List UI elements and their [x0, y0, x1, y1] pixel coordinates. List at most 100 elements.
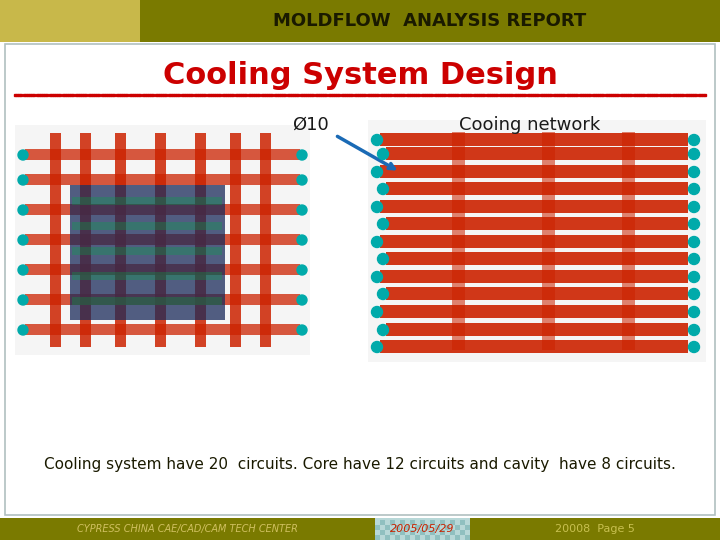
Circle shape	[372, 134, 382, 145]
Text: 2005/05/29: 2005/05/29	[390, 524, 454, 534]
FancyBboxPatch shape	[140, 0, 720, 42]
FancyBboxPatch shape	[470, 518, 720, 540]
Circle shape	[688, 253, 700, 265]
Circle shape	[688, 148, 700, 159]
FancyBboxPatch shape	[405, 535, 410, 540]
Text: INDUSTRIES: INDUSTRIES	[52, 22, 98, 30]
FancyBboxPatch shape	[72, 222, 222, 230]
FancyBboxPatch shape	[380, 200, 688, 213]
Circle shape	[688, 201, 700, 213]
Circle shape	[688, 307, 700, 318]
Text: Cooling system have 20  circuits. Core have 12 circuits and cavity  have 8 circu: Cooling system have 20 circuits. Core ha…	[44, 457, 676, 472]
FancyBboxPatch shape	[380, 305, 688, 318]
FancyBboxPatch shape	[15, 125, 310, 355]
FancyBboxPatch shape	[386, 252, 688, 265]
FancyBboxPatch shape	[115, 133, 126, 347]
Circle shape	[377, 148, 389, 159]
FancyBboxPatch shape	[415, 525, 420, 530]
Circle shape	[18, 295, 28, 305]
FancyBboxPatch shape	[386, 217, 688, 230]
Text: CYPRESS CHINA CAE/CAD/CAM TECH CENTER: CYPRESS CHINA CAE/CAD/CAM TECH CENTER	[76, 524, 297, 534]
Circle shape	[297, 175, 307, 185]
Circle shape	[372, 237, 382, 247]
FancyBboxPatch shape	[230, 133, 241, 347]
FancyBboxPatch shape	[195, 133, 206, 347]
FancyBboxPatch shape	[375, 518, 470, 540]
Circle shape	[688, 288, 700, 300]
FancyBboxPatch shape	[445, 535, 450, 540]
Circle shape	[297, 235, 307, 245]
FancyBboxPatch shape	[450, 530, 455, 535]
FancyBboxPatch shape	[440, 520, 445, 525]
FancyBboxPatch shape	[380, 520, 385, 525]
FancyBboxPatch shape	[368, 120, 706, 362]
FancyBboxPatch shape	[390, 520, 395, 525]
FancyBboxPatch shape	[375, 525, 380, 530]
FancyBboxPatch shape	[25, 204, 300, 215]
FancyBboxPatch shape	[430, 530, 435, 535]
Circle shape	[18, 235, 28, 245]
Circle shape	[18, 205, 28, 215]
Circle shape	[377, 219, 389, 230]
FancyBboxPatch shape	[155, 133, 166, 347]
FancyBboxPatch shape	[622, 132, 635, 350]
Circle shape	[688, 134, 700, 145]
Circle shape	[377, 325, 389, 335]
FancyBboxPatch shape	[380, 270, 688, 283]
FancyBboxPatch shape	[415, 535, 420, 540]
FancyBboxPatch shape	[386, 182, 688, 195]
FancyBboxPatch shape	[25, 174, 300, 185]
FancyBboxPatch shape	[0, 518, 375, 540]
FancyBboxPatch shape	[452, 132, 465, 350]
Circle shape	[372, 307, 382, 318]
FancyBboxPatch shape	[395, 535, 400, 540]
Circle shape	[372, 166, 382, 178]
FancyBboxPatch shape	[80, 133, 91, 347]
FancyBboxPatch shape	[260, 133, 271, 347]
Circle shape	[372, 341, 382, 353]
Circle shape	[297, 150, 307, 160]
FancyBboxPatch shape	[385, 535, 390, 540]
FancyBboxPatch shape	[435, 535, 440, 540]
FancyBboxPatch shape	[465, 535, 470, 540]
FancyBboxPatch shape	[375, 535, 380, 540]
Circle shape	[297, 295, 307, 305]
FancyBboxPatch shape	[435, 525, 440, 530]
FancyBboxPatch shape	[430, 520, 435, 525]
Text: 20008  Page 5: 20008 Page 5	[555, 524, 635, 534]
FancyBboxPatch shape	[455, 535, 460, 540]
FancyBboxPatch shape	[420, 520, 425, 525]
FancyBboxPatch shape	[465, 525, 470, 530]
FancyBboxPatch shape	[445, 525, 450, 530]
FancyBboxPatch shape	[400, 520, 405, 525]
Text: Cooing network: Cooing network	[459, 116, 600, 134]
FancyBboxPatch shape	[380, 165, 688, 178]
FancyBboxPatch shape	[542, 132, 555, 350]
Circle shape	[18, 265, 28, 275]
FancyBboxPatch shape	[50, 133, 61, 347]
Text: Cooling System Design: Cooling System Design	[163, 60, 557, 90]
FancyBboxPatch shape	[72, 247, 222, 255]
Circle shape	[18, 325, 28, 335]
Circle shape	[377, 184, 389, 194]
FancyBboxPatch shape	[380, 133, 688, 146]
FancyBboxPatch shape	[70, 185, 225, 320]
FancyBboxPatch shape	[385, 525, 390, 530]
FancyBboxPatch shape	[72, 297, 222, 305]
Circle shape	[377, 253, 389, 265]
Circle shape	[688, 184, 700, 194]
FancyBboxPatch shape	[380, 530, 385, 535]
FancyBboxPatch shape	[5, 44, 715, 515]
FancyBboxPatch shape	[455, 525, 460, 530]
Text: Ø10: Ø10	[292, 116, 328, 134]
FancyBboxPatch shape	[420, 530, 425, 535]
FancyBboxPatch shape	[25, 294, 300, 305]
FancyBboxPatch shape	[405, 525, 410, 530]
FancyBboxPatch shape	[380, 235, 688, 248]
FancyBboxPatch shape	[460, 520, 465, 525]
Circle shape	[688, 272, 700, 282]
Circle shape	[18, 175, 28, 185]
FancyBboxPatch shape	[0, 0, 140, 42]
Text: CYPRESS: CYPRESS	[50, 11, 99, 21]
Circle shape	[377, 288, 389, 300]
